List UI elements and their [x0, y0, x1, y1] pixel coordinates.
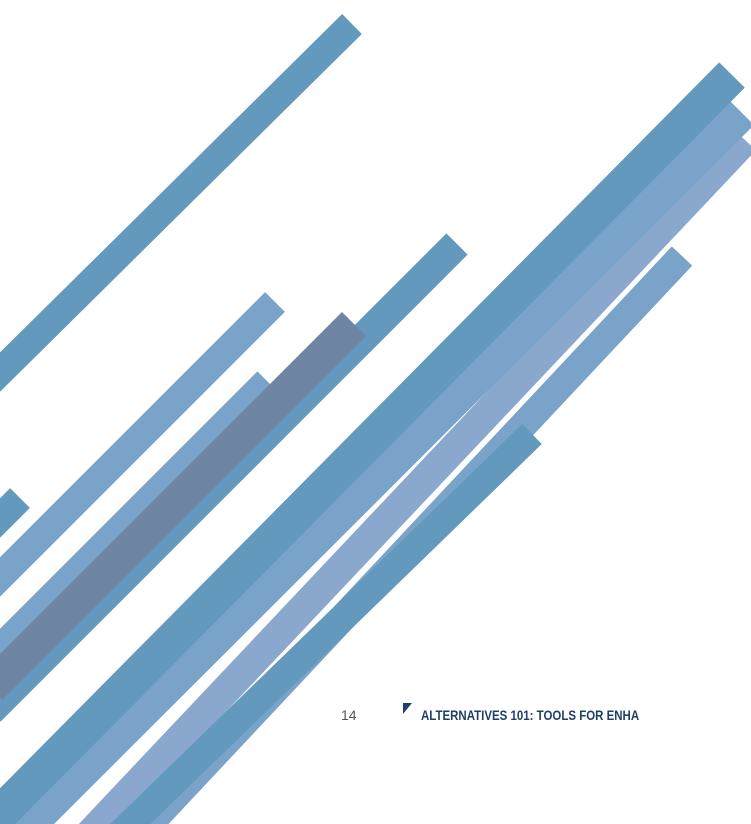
stripe-6 [0, 311, 367, 701]
stripe-9 [0, 62, 745, 824]
stripe-4 [0, 371, 279, 671]
stripe-7 [79, 129, 751, 824]
stripe-1 [0, 14, 362, 392]
stripe-3 [0, 292, 285, 597]
page-footer: 14 ALTERNATIVES 101: TOOLS FOR ENHA [0, 700, 751, 730]
triangle-marker-icon [403, 703, 412, 714]
running-title: ALTERNATIVES 101: TOOLS FOR ENHA [421, 707, 640, 723]
stripe-2 [0, 488, 30, 538]
page-number: 14 [341, 707, 357, 723]
stripe-8 [7, 100, 751, 824]
stripe-11 [110, 423, 542, 824]
